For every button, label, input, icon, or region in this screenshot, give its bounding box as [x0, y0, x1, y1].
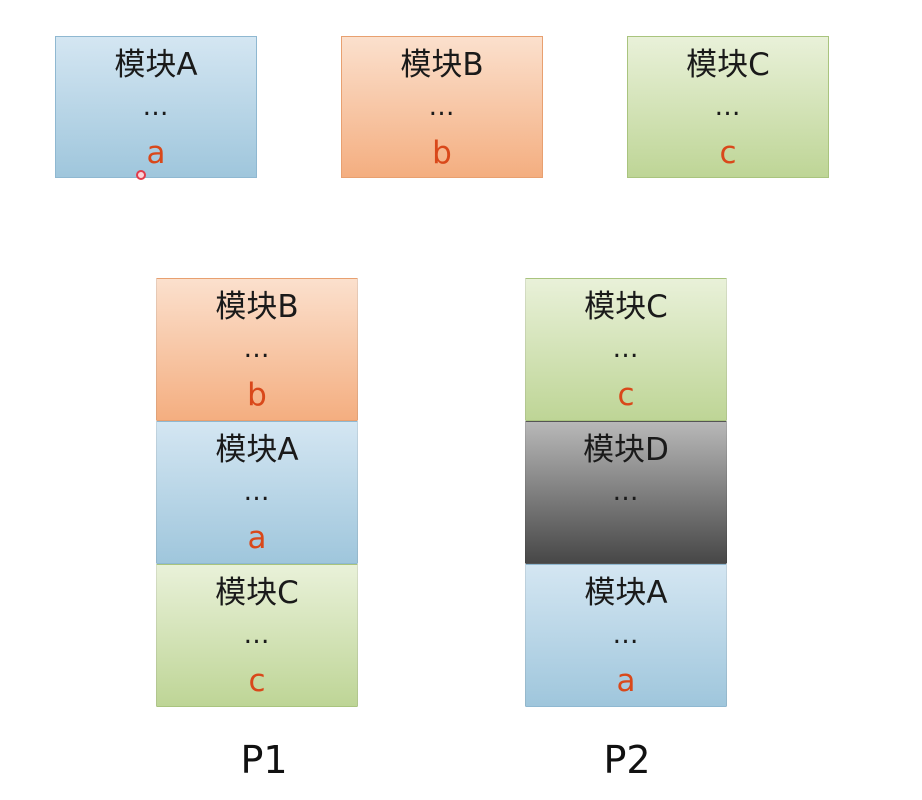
p2-block-module-c: 模块C … c: [525, 278, 727, 421]
module-title: 模块A: [584, 575, 668, 611]
ellipsis: …: [428, 92, 456, 122]
module-title: 模块C: [584, 289, 668, 325]
p1-label: P1: [240, 738, 288, 782]
module-title: 模块B: [215, 289, 299, 325]
ellipsis: …: [612, 334, 640, 364]
ellipsis: …: [612, 620, 640, 650]
module-title: 模块C: [686, 47, 770, 83]
p1-block-module-b: 模块B … b: [156, 278, 358, 421]
module-variable: c: [719, 135, 737, 171]
ellipsis: …: [142, 92, 170, 122]
module-title: 模块C: [215, 575, 299, 611]
ellipsis: …: [714, 92, 742, 122]
module-title: 模块B: [400, 47, 484, 83]
module-variable: a: [616, 663, 636, 699]
ellipsis: …: [243, 620, 271, 650]
module-variable: a: [146, 135, 166, 171]
p2-block-module-a: 模块A … a: [525, 564, 727, 707]
module-variable: c: [617, 377, 635, 413]
module-title: 模块A: [215, 432, 299, 468]
module-variable: b: [247, 377, 267, 413]
module-b-box: 模块B … b: [341, 36, 543, 178]
p2-block-module-d: 模块D …: [525, 421, 727, 564]
module-c-box: 模块C … c: [627, 36, 829, 178]
ellipsis: …: [243, 477, 271, 507]
module-a-box: 模块A … a: [55, 36, 257, 178]
module-variable: c: [248, 663, 266, 699]
module-title: 模块A: [114, 47, 198, 83]
cursor-indicator-icon: [136, 170, 146, 180]
p1-block-module-c: 模块C … c: [156, 564, 358, 707]
p1-block-module-a: 模块A … a: [156, 421, 358, 564]
module-variable: b: [432, 135, 452, 171]
module-title: 模块D: [583, 432, 669, 468]
p2-label: P2: [603, 738, 651, 782]
module-variable: a: [247, 520, 267, 556]
ellipsis: …: [243, 334, 271, 364]
ellipsis: …: [612, 477, 640, 507]
